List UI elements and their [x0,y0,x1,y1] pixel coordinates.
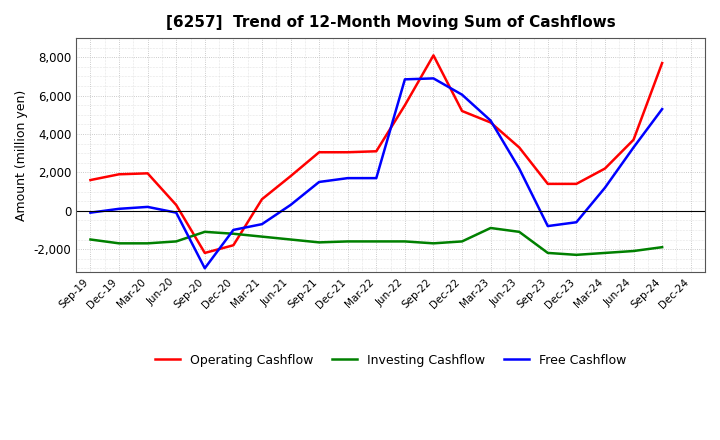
Operating Cashflow [86,177,95,183]
Free Cashflow [515,166,523,171]
Free Cashflow [200,266,209,271]
Free Cashflow [400,77,409,82]
Y-axis label: Amount (million yen): Amount (million yen) [15,89,28,221]
Investing Cashflow [429,241,438,246]
Legend: Operating Cashflow, Investing Cashflow, Free Cashflow: Operating Cashflow, Investing Cashflow, … [150,348,631,371]
Investing Cashflow [287,237,295,242]
Free Cashflow [629,145,638,150]
Investing Cashflow [544,250,552,256]
Operating Cashflow [172,202,181,208]
Line: Investing Cashflow: Investing Cashflow [91,228,662,255]
Investing Cashflow [86,237,95,242]
Investing Cashflow [343,239,352,244]
Free Cashflow [315,180,323,185]
Free Cashflow [172,210,181,215]
Free Cashflow [372,176,381,181]
Free Cashflow [429,76,438,81]
Operating Cashflow [343,150,352,155]
Free Cashflow [544,224,552,229]
Operating Cashflow [429,53,438,58]
Free Cashflow [658,106,667,112]
Investing Cashflow [143,241,152,246]
Line: Operating Cashflow: Operating Cashflow [91,55,662,253]
Investing Cashflow [400,239,409,244]
Free Cashflow [600,185,609,191]
Operating Cashflow [400,103,409,108]
Line: Free Cashflow: Free Cashflow [91,78,662,268]
Free Cashflow [287,202,295,208]
Free Cashflow [572,220,581,225]
Investing Cashflow [172,239,181,244]
Operating Cashflow [515,145,523,150]
Operating Cashflow [229,242,238,248]
Operating Cashflow [287,173,295,179]
Investing Cashflow [658,245,667,250]
Free Cashflow [143,204,152,209]
Investing Cashflow [458,239,467,244]
Investing Cashflow [315,240,323,245]
Free Cashflow [86,210,95,215]
Operating Cashflow [629,137,638,143]
Operating Cashflow [572,181,581,187]
Operating Cashflow [486,120,495,125]
Investing Cashflow [515,229,523,235]
Investing Cashflow [200,229,209,235]
Title: [6257]  Trend of 12-Month Moving Sum of Cashflows: [6257] Trend of 12-Month Moving Sum of C… [166,15,616,30]
Investing Cashflow [600,250,609,256]
Operating Cashflow [200,250,209,256]
Free Cashflow [486,118,495,123]
Free Cashflow [114,206,123,212]
Operating Cashflow [458,108,467,114]
Investing Cashflow [629,248,638,253]
Investing Cashflow [258,234,266,239]
Operating Cashflow [544,181,552,187]
Operating Cashflow [658,60,667,66]
Free Cashflow [458,92,467,97]
Investing Cashflow [114,241,123,246]
Investing Cashflow [486,225,495,231]
Free Cashflow [258,221,266,227]
Free Cashflow [343,176,352,181]
Operating Cashflow [143,171,152,176]
Investing Cashflow [229,231,238,236]
Investing Cashflow [372,239,381,244]
Operating Cashflow [258,197,266,202]
Operating Cashflow [600,166,609,171]
Operating Cashflow [114,172,123,177]
Free Cashflow [229,227,238,233]
Operating Cashflow [315,150,323,155]
Operating Cashflow [372,149,381,154]
Investing Cashflow [572,252,581,257]
